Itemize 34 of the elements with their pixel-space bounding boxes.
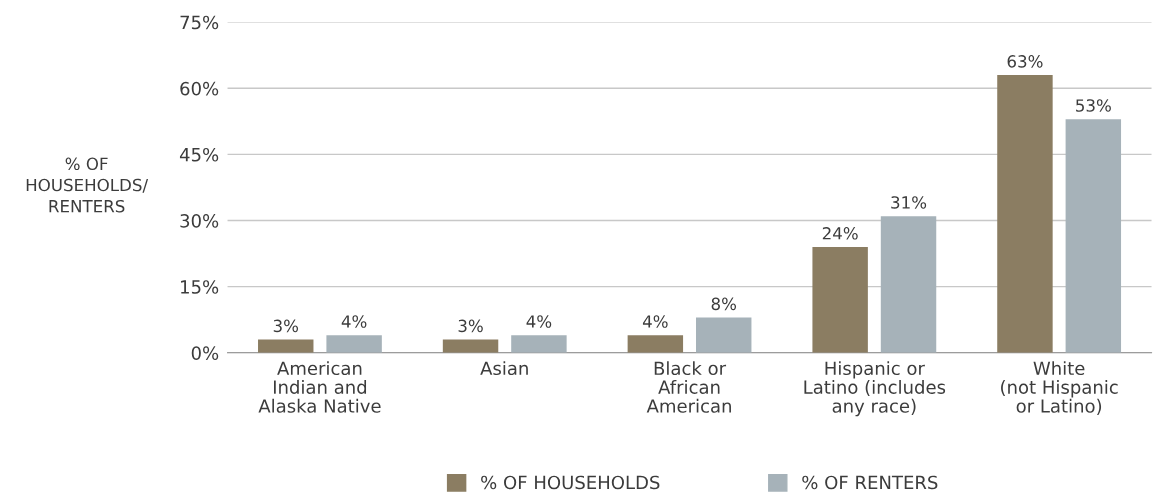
y-tick-label: 15%	[181, 280, 219, 294]
bar	[258, 339, 314, 353]
x-tick-label: Hispanic or Latino (includes any race)	[804, 361, 946, 417]
data-label: 53%	[1076, 99, 1111, 112]
legend-label: % OF HOUSEHOLDS	[481, 475, 660, 490]
bar	[880, 216, 937, 353]
data-label: 3%	[458, 319, 483, 333]
x-tick-label: Asian	[480, 361, 528, 376]
data-label: 8%	[711, 297, 737, 311]
data-label: 24%	[822, 227, 858, 240]
bar	[442, 339, 499, 353]
legend-label: % OF RENTERS	[802, 475, 938, 490]
y-tick-label: 60%	[180, 81, 219, 96]
y-tick-label: 0%	[191, 346, 219, 360]
data-label: 31%	[891, 196, 927, 209]
bar	[997, 75, 1053, 353]
y-tick-label: 30%	[180, 214, 219, 228]
bar	[511, 335, 567, 353]
x-tick-label: White (not Hispanic or Latino)	[1001, 361, 1118, 415]
data-label: 63%	[1007, 55, 1043, 68]
x-tick-label: Black or African American	[646, 361, 731, 413]
data-label: 4%	[526, 315, 552, 328]
bar	[696, 317, 752, 353]
y-tick-label: 45%	[179, 147, 219, 162]
x-tick-label: American Indian and Alaska Native	[258, 361, 381, 413]
y-axis-title: % OF HOUSEHOLDS/ RENTERS	[26, 157, 149, 213]
bar	[1065, 119, 1122, 353]
data-label: 4%	[341, 315, 367, 328]
y-tick-label: 75%	[180, 15, 219, 30]
data-label: 4%	[642, 315, 668, 328]
bar	[812, 247, 868, 353]
data-label: 3%	[273, 319, 299, 333]
bar	[326, 335, 382, 353]
bar	[627, 335, 684, 353]
